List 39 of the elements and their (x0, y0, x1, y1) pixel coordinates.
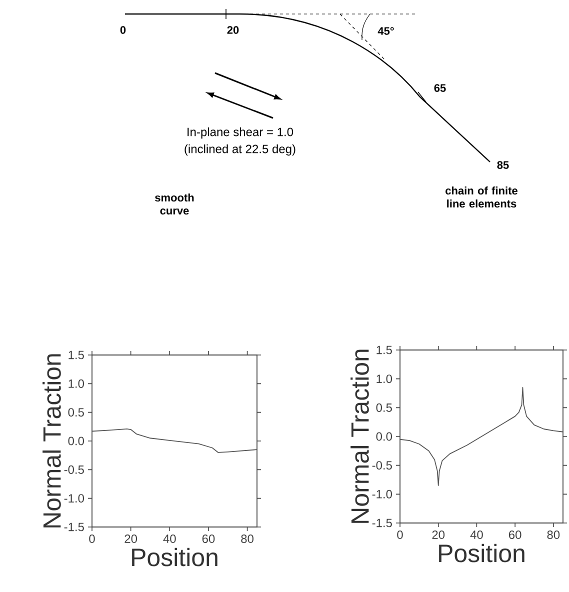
x-tick-label: 40 (163, 534, 176, 544)
y-tick-label: 1.5 (68, 350, 84, 360)
chart-title: smooth curve (155, 193, 194, 215)
x-tick-label: 80 (547, 530, 560, 540)
text: 65 (434, 84, 446, 92)
y-tick-label: 1.5 (376, 346, 392, 354)
text: 0 (120, 26, 126, 34)
text: (inclined at 22.5 deg) (184, 144, 296, 156)
y-axis-title: Normal Traction (42, 354, 61, 528)
text: 85 (497, 161, 509, 169)
y-tick-label: 1.0 (376, 374, 392, 384)
x-tick-label: 40 (470, 530, 483, 540)
y-tick-label: -1.0 (64, 494, 84, 503)
y-tick-label: 0.5 (376, 403, 392, 412)
y-tick-label: -1.5 (64, 522, 84, 532)
text: 45° (378, 27, 394, 35)
x-axis-title: Position (132, 548, 218, 566)
y-tick-label: 0.5 (68, 408, 84, 417)
y-tick-label: -0.5 (372, 461, 392, 470)
x-tick-label: 60 (202, 534, 215, 544)
line-series (400, 387, 563, 486)
y-tick-label: 0.0 (68, 436, 84, 446)
text: 20 (227, 26, 239, 34)
x-tick-label: 20 (432, 530, 445, 540)
text: In-plane shear = 1.0 (188, 127, 294, 139)
chart-title: chain of finite line elements (446, 186, 518, 208)
x-tick-label: 20 (124, 534, 138, 544)
x-axis-title: Position (439, 544, 524, 562)
line-series (92, 428, 257, 453)
y-axis-title: Normal Traction (350, 350, 369, 523)
y-tick-label: 0.0 (376, 432, 392, 441)
x-tick-label: 0 (89, 534, 95, 544)
y-tick-label: -0.5 (64, 465, 84, 474)
y-tick-label: -1.5 (372, 518, 392, 528)
x-tick-label: 0 (397, 530, 403, 540)
y-tick-label: 1.0 (68, 379, 84, 388)
y-tick-label: -1.0 (372, 490, 392, 498)
x-tick-label: 60 (508, 530, 522, 540)
x-tick-label: 80 (241, 534, 254, 544)
